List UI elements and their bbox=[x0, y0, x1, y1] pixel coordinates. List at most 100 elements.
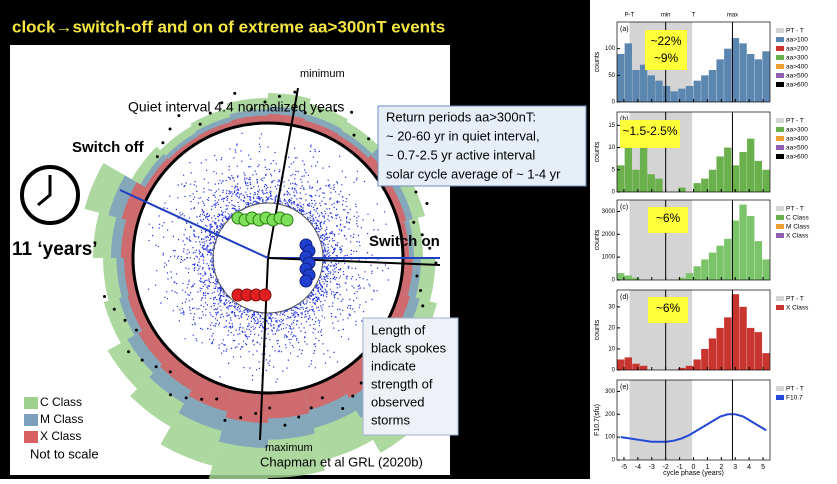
legend-swatch bbox=[776, 37, 784, 42]
bar bbox=[708, 252, 717, 280]
bar bbox=[731, 38, 740, 102]
storm-dot bbox=[434, 261, 438, 265]
legend-text: PT - T bbox=[786, 28, 804, 35]
label: strength of bbox=[371, 376, 433, 391]
bar bbox=[678, 277, 686, 280]
callout bbox=[620, 120, 680, 148]
bar bbox=[716, 327, 724, 370]
bar bbox=[701, 178, 709, 192]
bar bbox=[747, 54, 755, 102]
rose-petal bbox=[168, 136, 201, 163]
storm-dot bbox=[428, 246, 432, 250]
bar bbox=[685, 273, 694, 280]
x-tick-label: -1 bbox=[676, 464, 682, 471]
bar bbox=[685, 365, 694, 370]
storm-dot bbox=[277, 94, 281, 98]
storm-dot bbox=[283, 423, 287, 427]
storm-dot bbox=[425, 202, 429, 206]
storm-dot bbox=[419, 289, 423, 293]
bar bbox=[678, 187, 686, 192]
on-marker bbox=[299, 274, 313, 288]
x-tick-label: 1 bbox=[705, 464, 709, 471]
label: maximum bbox=[265, 442, 313, 454]
storm-dot bbox=[112, 307, 116, 311]
label: Length of bbox=[371, 322, 426, 337]
label: black spokes bbox=[371, 340, 447, 355]
y-label: F10.7(sfu) bbox=[594, 404, 601, 436]
storm-dot bbox=[161, 141, 165, 145]
label: ~ 0.7-2.5 yr active interval bbox=[386, 147, 535, 162]
x-tick-label: 0 bbox=[692, 464, 696, 471]
f107-line bbox=[620, 413, 767, 443]
y-tick-label: 100 bbox=[605, 46, 616, 52]
legend-swatch bbox=[24, 431, 38, 443]
bar bbox=[739, 204, 747, 280]
label: observed bbox=[371, 394, 424, 409]
legend-text: PT - T bbox=[786, 206, 804, 213]
panel-label: (b) bbox=[620, 116, 629, 123]
max-marker bbox=[258, 288, 272, 302]
storm-dot bbox=[198, 122, 202, 126]
min-marker bbox=[280, 213, 294, 227]
storm-dot bbox=[177, 114, 181, 118]
storm-dot bbox=[223, 418, 227, 422]
label: Quiet interval 4.4 normalized years bbox=[128, 99, 344, 115]
storm-dot bbox=[102, 295, 106, 299]
bar bbox=[647, 75, 655, 102]
bar bbox=[724, 147, 732, 192]
rose-petal bbox=[145, 157, 173, 191]
callout-text: ~22% bbox=[650, 34, 681, 48]
x-label: cycle phase (years) bbox=[663, 470, 724, 477]
storm-dot bbox=[420, 233, 424, 237]
bar bbox=[624, 147, 632, 192]
bar bbox=[693, 266, 701, 280]
storm-dot bbox=[350, 110, 354, 114]
bar bbox=[754, 241, 763, 280]
y-tick-label: 5 bbox=[612, 167, 616, 173]
bar bbox=[754, 160, 763, 192]
rose-petal bbox=[121, 182, 152, 224]
top-label: max bbox=[727, 13, 738, 19]
callout bbox=[645, 30, 687, 70]
bar bbox=[678, 88, 686, 102]
legend-swatch bbox=[776, 224, 784, 229]
y-tick-label: 20 bbox=[608, 325, 615, 331]
storm-dot bbox=[320, 396, 324, 400]
y-tick-label: 3000 bbox=[602, 209, 616, 215]
y-label: counts bbox=[594, 141, 601, 162]
legend-swatch bbox=[776, 154, 784, 159]
legend-text: aa>500 bbox=[786, 73, 808, 80]
y-tick-label: 15 bbox=[608, 123, 615, 129]
legend-swatch bbox=[24, 397, 38, 409]
callout bbox=[648, 297, 688, 323]
bar bbox=[632, 169, 640, 192]
legend-swatch bbox=[776, 28, 784, 33]
label: X Class bbox=[40, 429, 81, 443]
bar bbox=[708, 169, 717, 192]
phase-shade bbox=[629, 380, 693, 460]
bar bbox=[731, 294, 740, 370]
bar bbox=[662, 86, 671, 102]
x-tick-label: -3 bbox=[649, 464, 655, 471]
storm-dot bbox=[154, 365, 158, 369]
callout-text: ~6% bbox=[656, 301, 681, 315]
x-tick-label: 2 bbox=[719, 464, 723, 471]
legend-swatch bbox=[776, 305, 784, 310]
bar bbox=[639, 64, 648, 102]
bar bbox=[617, 359, 625, 370]
citation: Chapman et al GRL (2020b) bbox=[260, 454, 423, 469]
bar bbox=[739, 43, 747, 102]
legend-swatch bbox=[776, 46, 784, 51]
legend-text: aa>100 bbox=[786, 37, 808, 44]
bar bbox=[724, 238, 732, 280]
legend-swatch bbox=[24, 414, 38, 426]
bar bbox=[632, 363, 640, 370]
storm-dot bbox=[415, 274, 419, 278]
bar bbox=[617, 165, 625, 192]
storm-dot bbox=[309, 406, 313, 410]
y-tick-label: 10 bbox=[608, 145, 615, 151]
rose-petal bbox=[127, 292, 152, 331]
callout-text: ~9% bbox=[654, 51, 679, 65]
storm-dot bbox=[239, 416, 243, 420]
